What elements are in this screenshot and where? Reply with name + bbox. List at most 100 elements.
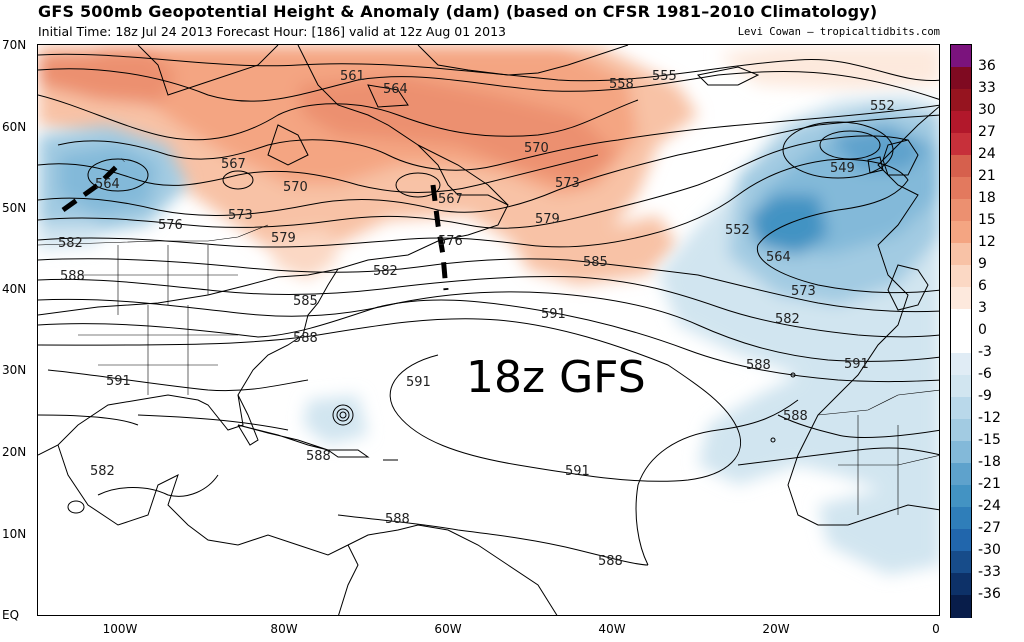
colorbar-segment: [951, 551, 971, 574]
lat-label-70n: 70N: [2, 38, 27, 52]
contour-label: 564: [95, 177, 120, 192]
colorbar-tick-label: -21: [978, 476, 1001, 492]
lat-label-30n: 30N: [2, 363, 27, 377]
colorbar-segment: [951, 353, 971, 376]
contour-label: 570: [283, 180, 308, 195]
colorbar-segment: [951, 595, 971, 618]
anomaly-colorbar: [950, 44, 972, 618]
lat-label-20n: 20N: [2, 445, 27, 459]
colorbar-tick-label: 27: [978, 124, 996, 140]
contour-label: 588: [385, 512, 410, 527]
contour-label: 582: [90, 464, 115, 479]
contour-label: 588: [746, 358, 771, 373]
lon-label-40w: 40W: [598, 622, 626, 636]
contour-label-layer: 561 564 558 555 552 549 567 570 570 573 …: [58, 69, 895, 569]
contour-label: 585: [293, 294, 318, 309]
contour-label: 588: [783, 409, 808, 424]
colorbar-segment: [951, 265, 971, 288]
political-borders: [38, 224, 939, 515]
colorbar-tick-label: -9: [978, 388, 992, 404]
chart-title: GFS 500mb Geopotential Height & Anomaly …: [38, 2, 878, 21]
contour-label: 561: [340, 69, 365, 84]
contour-label: 567: [438, 192, 463, 207]
contour-label: 588: [60, 269, 85, 284]
contour-label: 582: [373, 264, 398, 279]
colorbar-segment: [951, 463, 971, 486]
model-run-label: 18z GFS: [466, 352, 646, 403]
contour-label: 582: [58, 236, 83, 251]
contour-label: 591: [406, 375, 431, 390]
colorbar-tick-label: 15: [978, 212, 996, 228]
chart-subtitle: Initial Time: 18z Jul 24 2013 Forecast H…: [38, 24, 506, 39]
map-panel: 561 564 558 555 552 549 567 570 570 573 …: [37, 44, 940, 616]
contour-label: 588: [598, 554, 623, 569]
colorbar-tick-label: 24: [978, 146, 996, 162]
colorbar-segment: [951, 221, 971, 244]
colorbar-segment: [951, 485, 971, 508]
contour-label: 552: [725, 223, 750, 238]
colorbar-tick-label: -24: [978, 498, 1001, 514]
contour-label: 558: [609, 77, 634, 92]
contour-label: 564: [766, 250, 791, 265]
negative-anomaly-shading: [38, 95, 939, 575]
lon-label-60w: 60W: [434, 622, 462, 636]
colorbar-segment: [951, 287, 971, 310]
contour-label: 591: [844, 357, 869, 372]
colorbar-segment: [951, 133, 971, 156]
contour-label: 552: [870, 99, 895, 114]
contour-label: 591: [106, 374, 131, 389]
colorbar-tick-label: -15: [978, 432, 1001, 448]
colorbar-tick-label: -27: [978, 520, 1001, 536]
contour-label: 564: [383, 82, 408, 97]
colorbar-tick-label: 30: [978, 102, 996, 118]
credit-text: Levi Cowan – tropicaltidbits.com: [737, 26, 940, 38]
positive-anomaly-shading: [38, 45, 939, 285]
colorbar-segment: [951, 397, 971, 420]
contour-label: 585: [583, 255, 608, 270]
contour-label: 549: [830, 161, 855, 176]
colorbar-segment: [951, 441, 971, 464]
colorbar-segment: [951, 111, 971, 134]
contour-label: 573: [555, 176, 580, 191]
colorbar-tick-label: -18: [978, 454, 1001, 470]
colorbar-tick-label: -12: [978, 410, 1001, 426]
lat-label-50n: 50N: [2, 201, 27, 215]
colorbar-segment: [951, 89, 971, 112]
lon-label-80w: 80W: [270, 622, 298, 636]
contour-label: 555: [652, 69, 677, 84]
contour-label: 582: [775, 312, 800, 327]
colorbar-segment: [951, 67, 971, 90]
colorbar-tick-label: 3: [978, 300, 987, 316]
height-contours: [38, 53, 939, 566]
colorbar-segment: [951, 309, 971, 332]
contour-label: 573: [228, 208, 253, 223]
colorbar-segment: [951, 419, 971, 442]
colorbar-segment: [951, 155, 971, 178]
contour-label: 567: [221, 157, 246, 172]
colorbar-segment: [951, 199, 971, 222]
colorbar-segment: [951, 375, 971, 398]
colorbar-segment: [951, 177, 971, 200]
contour-label: 588: [293, 331, 318, 346]
lat-label-40n: 40N: [2, 282, 27, 296]
contour-label: 576: [438, 234, 463, 249]
colorbar-segment: [951, 243, 971, 266]
colorbar-tick-label: 0: [978, 322, 987, 338]
lon-label-20w: 20W: [762, 622, 790, 636]
contour-label: 579: [271, 231, 296, 246]
colorbar-tick-label: 36: [978, 58, 996, 74]
colorbar-segment: [951, 331, 971, 354]
colorbar-tick-label: -30: [978, 542, 1001, 558]
coastlines: [38, 45, 939, 615]
map-svg: 561 564 558 555 552 549 567 570 570 573 …: [38, 45, 939, 615]
colorbar-tick-label: 21: [978, 168, 996, 184]
colorbar-segment: [951, 529, 971, 552]
colorbar-tick-label: -33: [978, 564, 1001, 580]
lat-label-10n: 10N: [2, 527, 27, 541]
contour-label: 591: [541, 307, 566, 322]
colorbar-segment: [951, 573, 971, 596]
lat-label-eq: EQ: [2, 608, 20, 622]
colorbar-tick-label: -3: [978, 344, 992, 360]
contour-label: 579: [535, 212, 560, 227]
trough-axes: [61, 158, 449, 291]
